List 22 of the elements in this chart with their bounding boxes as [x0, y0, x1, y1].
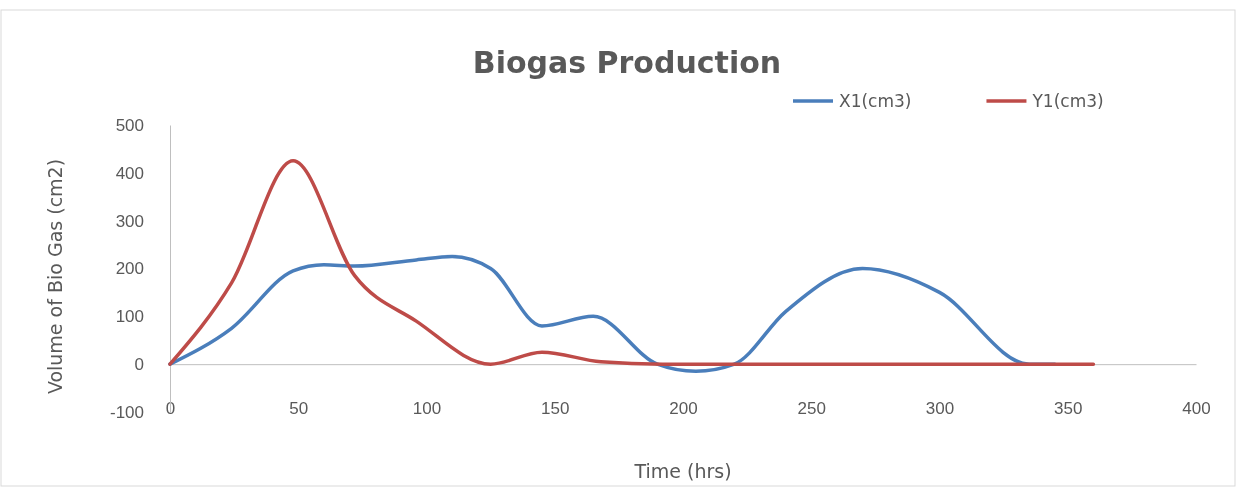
x-tick-label: 150 [541, 399, 570, 419]
y-tick-label: 0 [134, 355, 144, 375]
y-axis-title: Volume of Bio Gas (cm2) [44, 158, 66, 395]
chart-title: Biogas Production [472, 45, 782, 80]
legend-label: X1(cm3) [839, 91, 912, 111]
x-tick-label: 200 [669, 399, 698, 419]
legend-label: Y1(cm3) [1031, 91, 1104, 111]
x-tick-label: 300 [925, 399, 955, 419]
x-tick-label: 350 [1054, 399, 1083, 419]
y-tick-label: -100 [109, 402, 144, 422]
y-tick-label: 300 [115, 211, 144, 231]
y-tick-label: 400 [115, 163, 144, 183]
x-tick-label: 0 [165, 399, 176, 419]
line-series [168, 159, 1096, 366]
x-tick-label: 400 [1182, 399, 1211, 419]
y-tick-label: 100 [115, 307, 144, 327]
x-axis-title: Time (hrs) [633, 460, 732, 482]
x-tick-label: 250 [797, 399, 826, 419]
x-tick-label: 50 [289, 399, 309, 419]
y-tick-label: 500 [115, 115, 144, 135]
y-tick-label: 200 [115, 259, 144, 279]
x-tick-label: 100 [412, 399, 442, 419]
